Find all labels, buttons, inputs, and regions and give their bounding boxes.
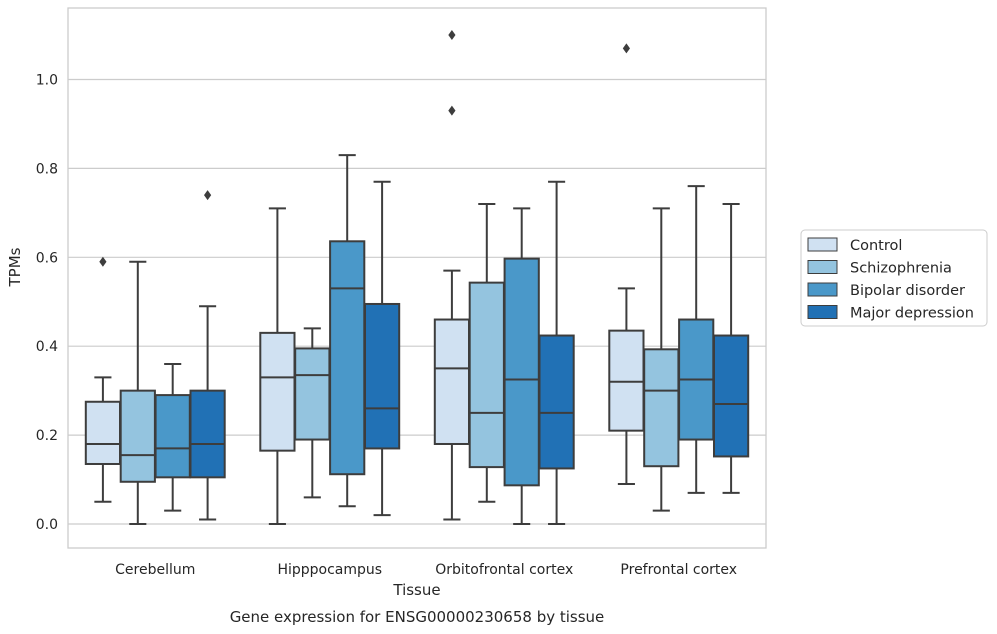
legend-swatch xyxy=(807,260,838,274)
y-tick-label: 1.0 xyxy=(36,73,58,89)
box-2-2 xyxy=(503,207,540,525)
x-tick-label: Orbitofrontal cortex xyxy=(435,562,573,578)
legend-swatch xyxy=(807,237,838,252)
box-iqr xyxy=(119,389,156,483)
x-axis-label: Tissue xyxy=(392,581,440,599)
outlier-point xyxy=(204,190,212,201)
box-iqr xyxy=(294,347,331,441)
box-3-0 xyxy=(608,43,645,485)
box-iqr xyxy=(363,302,401,450)
box-iqr xyxy=(433,318,471,445)
box-3-1 xyxy=(643,207,680,512)
box-0-3 xyxy=(189,190,226,521)
box-iqr xyxy=(468,281,505,469)
box-0-1 xyxy=(119,260,156,525)
box-iqr xyxy=(154,394,191,479)
box-1-0 xyxy=(259,207,296,525)
box-2-3 xyxy=(538,180,575,525)
x-tick-label: Cerebellum xyxy=(115,562,195,578)
outlier-point xyxy=(448,30,456,41)
box-iqr xyxy=(189,389,226,479)
legend-swatch xyxy=(807,282,838,297)
legend-label: Major depression xyxy=(850,306,974,322)
box-0-0 xyxy=(84,256,122,503)
outlier-point xyxy=(448,105,456,116)
chart-caption: Gene expression for ENSG00000230658 by t… xyxy=(230,608,605,626)
plot-area-frame xyxy=(67,7,767,549)
box-iqr xyxy=(329,240,366,476)
box-iqr xyxy=(608,329,645,432)
y-tick-label: 0.6 xyxy=(36,250,58,266)
outlier-point xyxy=(622,43,630,54)
y-tick-label: 0.2 xyxy=(36,428,58,444)
box-2-0 xyxy=(433,30,471,521)
box-2-1 xyxy=(468,202,505,503)
box-3-3 xyxy=(712,202,750,494)
x-tick-labels: Cerebellum Hipppocampus Orbitofrontal cort… xyxy=(115,562,737,578)
box-1-3 xyxy=(363,180,401,517)
box-iqr xyxy=(643,348,680,468)
box-iqr xyxy=(712,334,750,458)
box-3-2 xyxy=(678,185,715,494)
box-1-2 xyxy=(329,154,366,508)
box-iqr xyxy=(84,400,122,465)
legend-label: Schizophrenia xyxy=(850,261,952,277)
y-tick-labels: 0.0 0.2 0.4 0.6 0.8 1.0 xyxy=(36,73,58,534)
legend-swatch xyxy=(807,305,838,319)
box-0-2 xyxy=(154,362,191,512)
legend-label: Bipolar disorder xyxy=(850,283,965,299)
x-tick-label: Hipppocampus xyxy=(277,562,382,578)
box-1-1 xyxy=(294,327,331,499)
y-axis-label: TPMs xyxy=(6,247,24,287)
y-tick-label: 0.8 xyxy=(36,161,58,177)
box-iqr xyxy=(538,334,575,470)
legend-frame xyxy=(800,229,988,327)
legend-label: Control xyxy=(850,238,902,254)
outlier-point xyxy=(99,256,107,267)
box-groups xyxy=(84,30,750,525)
box-iqr xyxy=(503,257,540,487)
box-iqr xyxy=(259,331,296,452)
x-tick-label: Prefrontal cortex xyxy=(620,562,737,578)
y-tick-label: 0.4 xyxy=(36,339,58,355)
legend: Control Schizophrenia Bipolar disorder Majo… xyxy=(800,229,988,327)
y-tick-label: 0.0 xyxy=(36,517,58,533)
